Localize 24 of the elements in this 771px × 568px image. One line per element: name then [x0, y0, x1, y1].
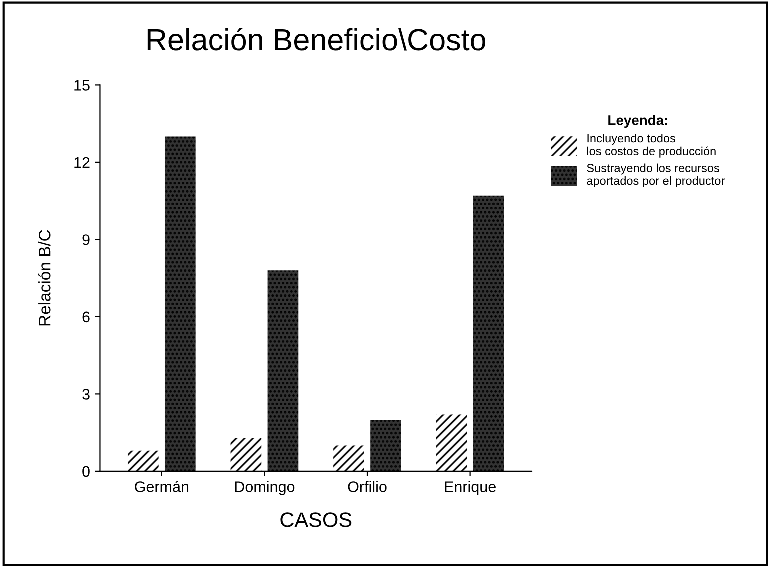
y-tick-label: 3: [82, 389, 90, 400]
legend-title: Leyenda:: [608, 115, 668, 128]
y-tick-label: 15: [74, 80, 90, 91]
x-axis-title: CASOS: [280, 512, 352, 528]
bar: [268, 270, 299, 472]
y-tick-label: 9: [82, 234, 90, 246]
x-tick-label: Domingo: [235, 481, 295, 496]
bar: [334, 446, 364, 472]
bar: [128, 450, 159, 472]
bar: [473, 196, 504, 472]
bar: [370, 420, 402, 472]
x-tick-label: Germán: [135, 480, 189, 492]
y-tick-label: 6: [82, 312, 90, 323]
bar: [164, 136, 196, 472]
y-tick-label: 0: [82, 466, 90, 478]
legend-label: Sustrayendo los recursos aportados por el productor: [587, 164, 725, 188]
x-tick-label: Orfilio: [348, 481, 387, 492]
chart-title: Relación Beneficio\Costo: [148, 28, 486, 51]
bar: [230, 438, 262, 472]
y-axis-title: Relación B/C: [38, 230, 51, 326]
y-tick-label: 12: [74, 157, 90, 168]
legend-label: Incluyendo todos los costos de producción: [587, 134, 716, 158]
bar: [436, 414, 468, 472]
x-tick-label: Enrique: [445, 481, 496, 496]
